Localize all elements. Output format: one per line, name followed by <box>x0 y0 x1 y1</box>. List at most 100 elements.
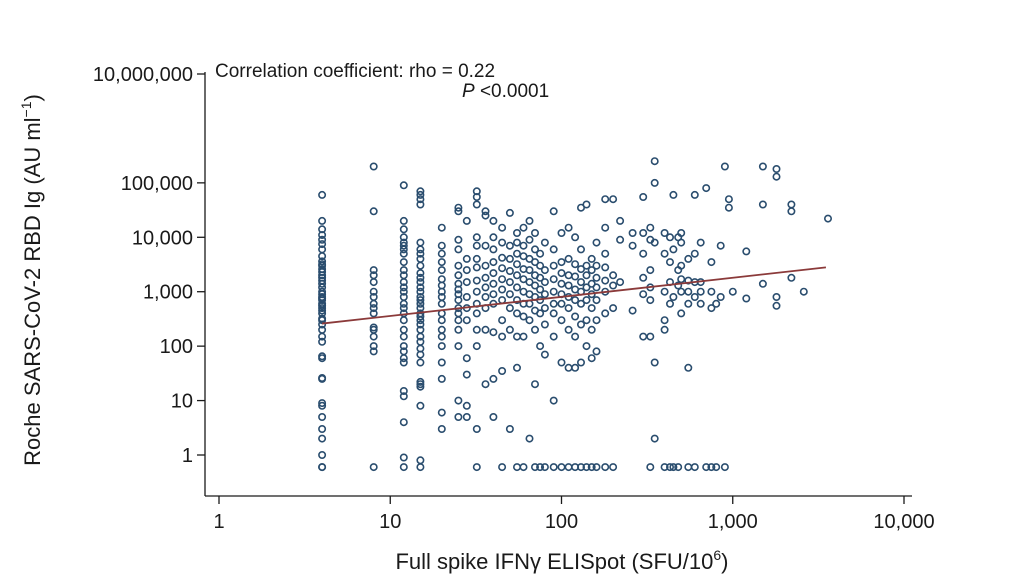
data-point <box>587 304 596 313</box>
data-point <box>646 296 655 305</box>
data-point <box>399 358 408 367</box>
data-point <box>650 358 659 367</box>
data-point <box>454 412 463 421</box>
data-point <box>549 396 558 405</box>
data-point <box>505 266 514 275</box>
data-point <box>318 235 327 244</box>
data-point <box>601 309 610 318</box>
data-point <box>592 238 601 247</box>
data-point <box>498 238 507 247</box>
data-point <box>592 463 601 472</box>
data-point <box>318 463 327 472</box>
data-point <box>772 301 781 310</box>
data-point <box>540 238 549 247</box>
data-point <box>399 271 408 280</box>
data-point <box>454 290 463 299</box>
data-point <box>462 412 471 421</box>
data-point <box>498 316 507 325</box>
data-point <box>592 316 601 325</box>
data-point <box>437 299 446 308</box>
data-point <box>399 299 408 308</box>
data-point <box>557 279 566 288</box>
data-point <box>416 249 425 258</box>
data-point <box>564 271 573 280</box>
data-point <box>454 261 463 270</box>
data-point <box>707 304 716 313</box>
data-point <box>787 207 796 216</box>
data-point <box>498 285 507 294</box>
data-point <box>462 292 471 301</box>
data-point <box>416 337 425 346</box>
data-point <box>399 463 408 472</box>
data-point <box>525 434 534 443</box>
data-point <box>557 316 566 325</box>
data-point <box>318 450 327 459</box>
data-point <box>592 347 601 356</box>
data-point <box>369 332 378 341</box>
data-point <box>696 287 705 296</box>
data-point <box>498 332 507 341</box>
data-point <box>587 354 596 363</box>
data-point <box>639 249 648 258</box>
data-point <box>582 296 591 305</box>
data-point <box>519 463 528 472</box>
data-point <box>454 235 463 244</box>
data-point <box>823 214 832 223</box>
data-point <box>318 373 327 382</box>
p-value-annotation: P <0.0001 <box>462 81 549 102</box>
y-axis-title: Roche SARS-CoV-2 RBD Ig (AU ml−1) <box>18 94 45 466</box>
data-point <box>787 200 796 209</box>
data-point <box>540 320 549 329</box>
data-point <box>601 276 610 285</box>
data-point <box>437 241 446 250</box>
data-point <box>512 296 521 305</box>
data-point <box>549 332 558 341</box>
data-point <box>674 281 683 290</box>
data-point <box>646 332 655 341</box>
data-point <box>690 292 699 301</box>
data-point <box>677 229 686 238</box>
data-point <box>742 247 751 256</box>
data-point <box>696 299 705 308</box>
data-point <box>498 366 507 375</box>
data-point <box>369 271 378 280</box>
fit-line-group <box>322 266 827 325</box>
data-point <box>530 463 539 472</box>
data-point <box>720 162 729 171</box>
data-point <box>437 275 446 284</box>
data-point <box>369 278 378 287</box>
data-point <box>472 200 481 209</box>
y-tick-label: 100 <box>160 336 193 358</box>
data-point <box>472 325 481 334</box>
data-point <box>665 258 674 267</box>
data-point <box>437 358 446 367</box>
data-point <box>540 304 549 313</box>
data-point <box>437 266 446 275</box>
data-point <box>489 374 498 383</box>
data-point <box>669 245 678 254</box>
data-point <box>616 235 625 244</box>
data-point <box>318 287 327 296</box>
data-point <box>472 187 481 196</box>
data-point <box>489 245 498 254</box>
data-point <box>669 292 678 301</box>
data-point <box>369 309 378 318</box>
data-point <box>564 463 573 472</box>
data-point <box>742 294 751 303</box>
data-point <box>582 463 591 472</box>
data-point <box>684 287 693 296</box>
data-point <box>399 347 408 356</box>
x-tick-label: 1 <box>213 511 224 533</box>
data-point <box>454 207 463 216</box>
data-point <box>481 261 490 270</box>
data-point <box>571 312 580 321</box>
data-point <box>399 249 408 258</box>
data-point <box>628 241 637 250</box>
data-point <box>512 283 521 292</box>
data-point <box>399 304 408 313</box>
data-point <box>582 200 591 209</box>
data-point <box>660 316 669 325</box>
data-point <box>609 463 618 472</box>
data-point <box>571 296 580 305</box>
data-point <box>758 200 767 209</box>
